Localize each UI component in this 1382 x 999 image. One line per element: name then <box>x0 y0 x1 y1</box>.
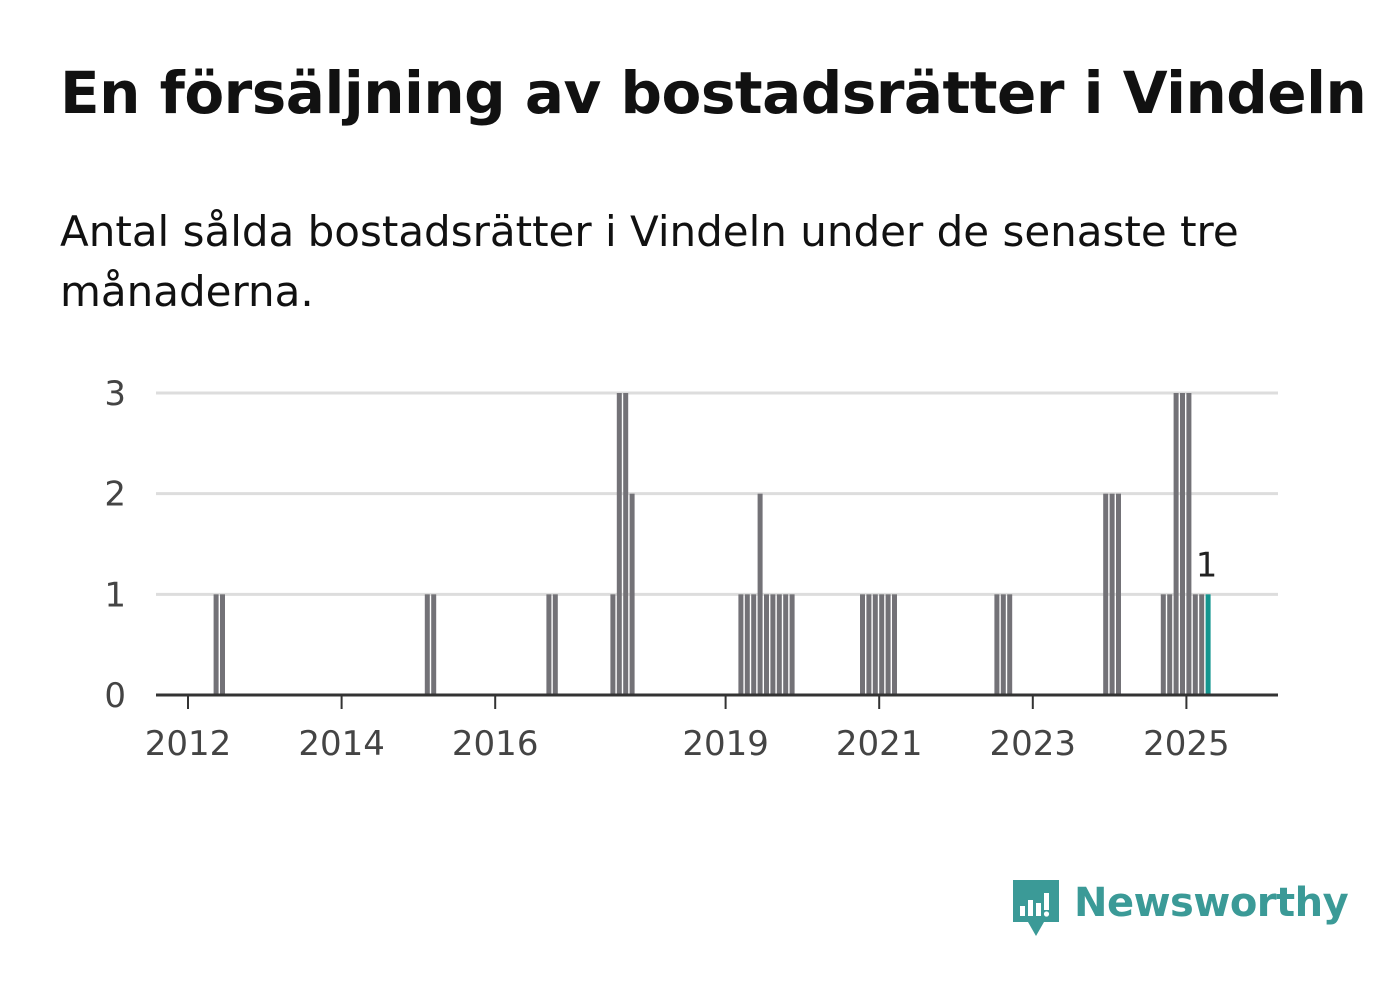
x-tick-label: 2016 <box>452 724 539 764</box>
bar <box>213 594 219 695</box>
bar <box>1173 393 1179 695</box>
bar <box>424 594 430 695</box>
bar-highlight <box>1205 594 1211 695</box>
bar <box>770 594 776 695</box>
bar <box>616 393 622 695</box>
y-tick-label: 1 <box>104 575 126 615</box>
bars <box>213 393 1211 695</box>
bar <box>1007 594 1013 695</box>
bar <box>1186 393 1192 695</box>
newsworthy-chart-icon <box>1013 880 1059 936</box>
bar <box>892 594 897 695</box>
bar <box>610 594 616 695</box>
x-tick-label: 2025 <box>1143 724 1230 764</box>
y-tick-label: 2 <box>104 475 126 515</box>
bar <box>885 594 891 695</box>
bar <box>220 594 225 695</box>
bar <box>994 594 1000 695</box>
chart-subtitle: Antal sålda bostadsrätter i Vindeln unde… <box>60 207 1239 316</box>
bar <box>872 594 878 695</box>
x-tick-label: 2023 <box>990 724 1077 764</box>
x-axis-ticks: 2012 2014 2016 2019 2021 2023 2025 <box>145 695 1230 764</box>
bar <box>623 393 629 695</box>
bar <box>1116 493 1121 695</box>
bar <box>546 594 552 695</box>
x-tick-label: 2019 <box>682 724 769 764</box>
bar <box>1167 594 1173 695</box>
y-tick-label: 0 <box>104 676 126 716</box>
bar-chart: 0 1 2 3 2012 2014 2016 2019 2021 2023 2025 1 <box>104 374 1278 764</box>
data-labels: 1 <box>1196 545 1218 585</box>
bar <box>1160 594 1166 695</box>
bar <box>789 594 795 695</box>
bar <box>629 493 635 695</box>
bar <box>757 493 763 695</box>
y-tick-label: 3 <box>104 374 126 414</box>
bar <box>1109 493 1115 695</box>
bar <box>744 594 750 695</box>
bar <box>1199 594 1205 695</box>
bar <box>552 594 558 695</box>
bar <box>764 594 769 695</box>
bar <box>431 594 437 695</box>
bar <box>751 594 757 695</box>
grid-lines <box>156 391 1278 596</box>
x-tick-label: 2012 <box>145 724 232 764</box>
bar <box>783 594 789 695</box>
x-tick-label: 2014 <box>298 724 385 764</box>
highlight-data-label: 1 <box>1196 545 1218 585</box>
newsworthy-logo: Newsworthy <box>1010 878 1349 940</box>
bar <box>1103 493 1109 695</box>
bar <box>866 594 872 695</box>
brand-name: Newsworthy <box>1074 880 1349 926</box>
bar <box>1180 393 1185 695</box>
bar <box>1192 594 1198 695</box>
chart-title: En försäljning av bostadsrätter i Vindel… <box>60 59 1367 127</box>
x-tick-label: 2021 <box>836 724 923 764</box>
bar <box>879 594 885 695</box>
bar <box>860 594 865 695</box>
bar <box>738 594 744 695</box>
y-axis-ticks: 0 1 2 3 <box>104 374 126 716</box>
bar <box>776 594 782 695</box>
bar <box>1000 594 1006 695</box>
